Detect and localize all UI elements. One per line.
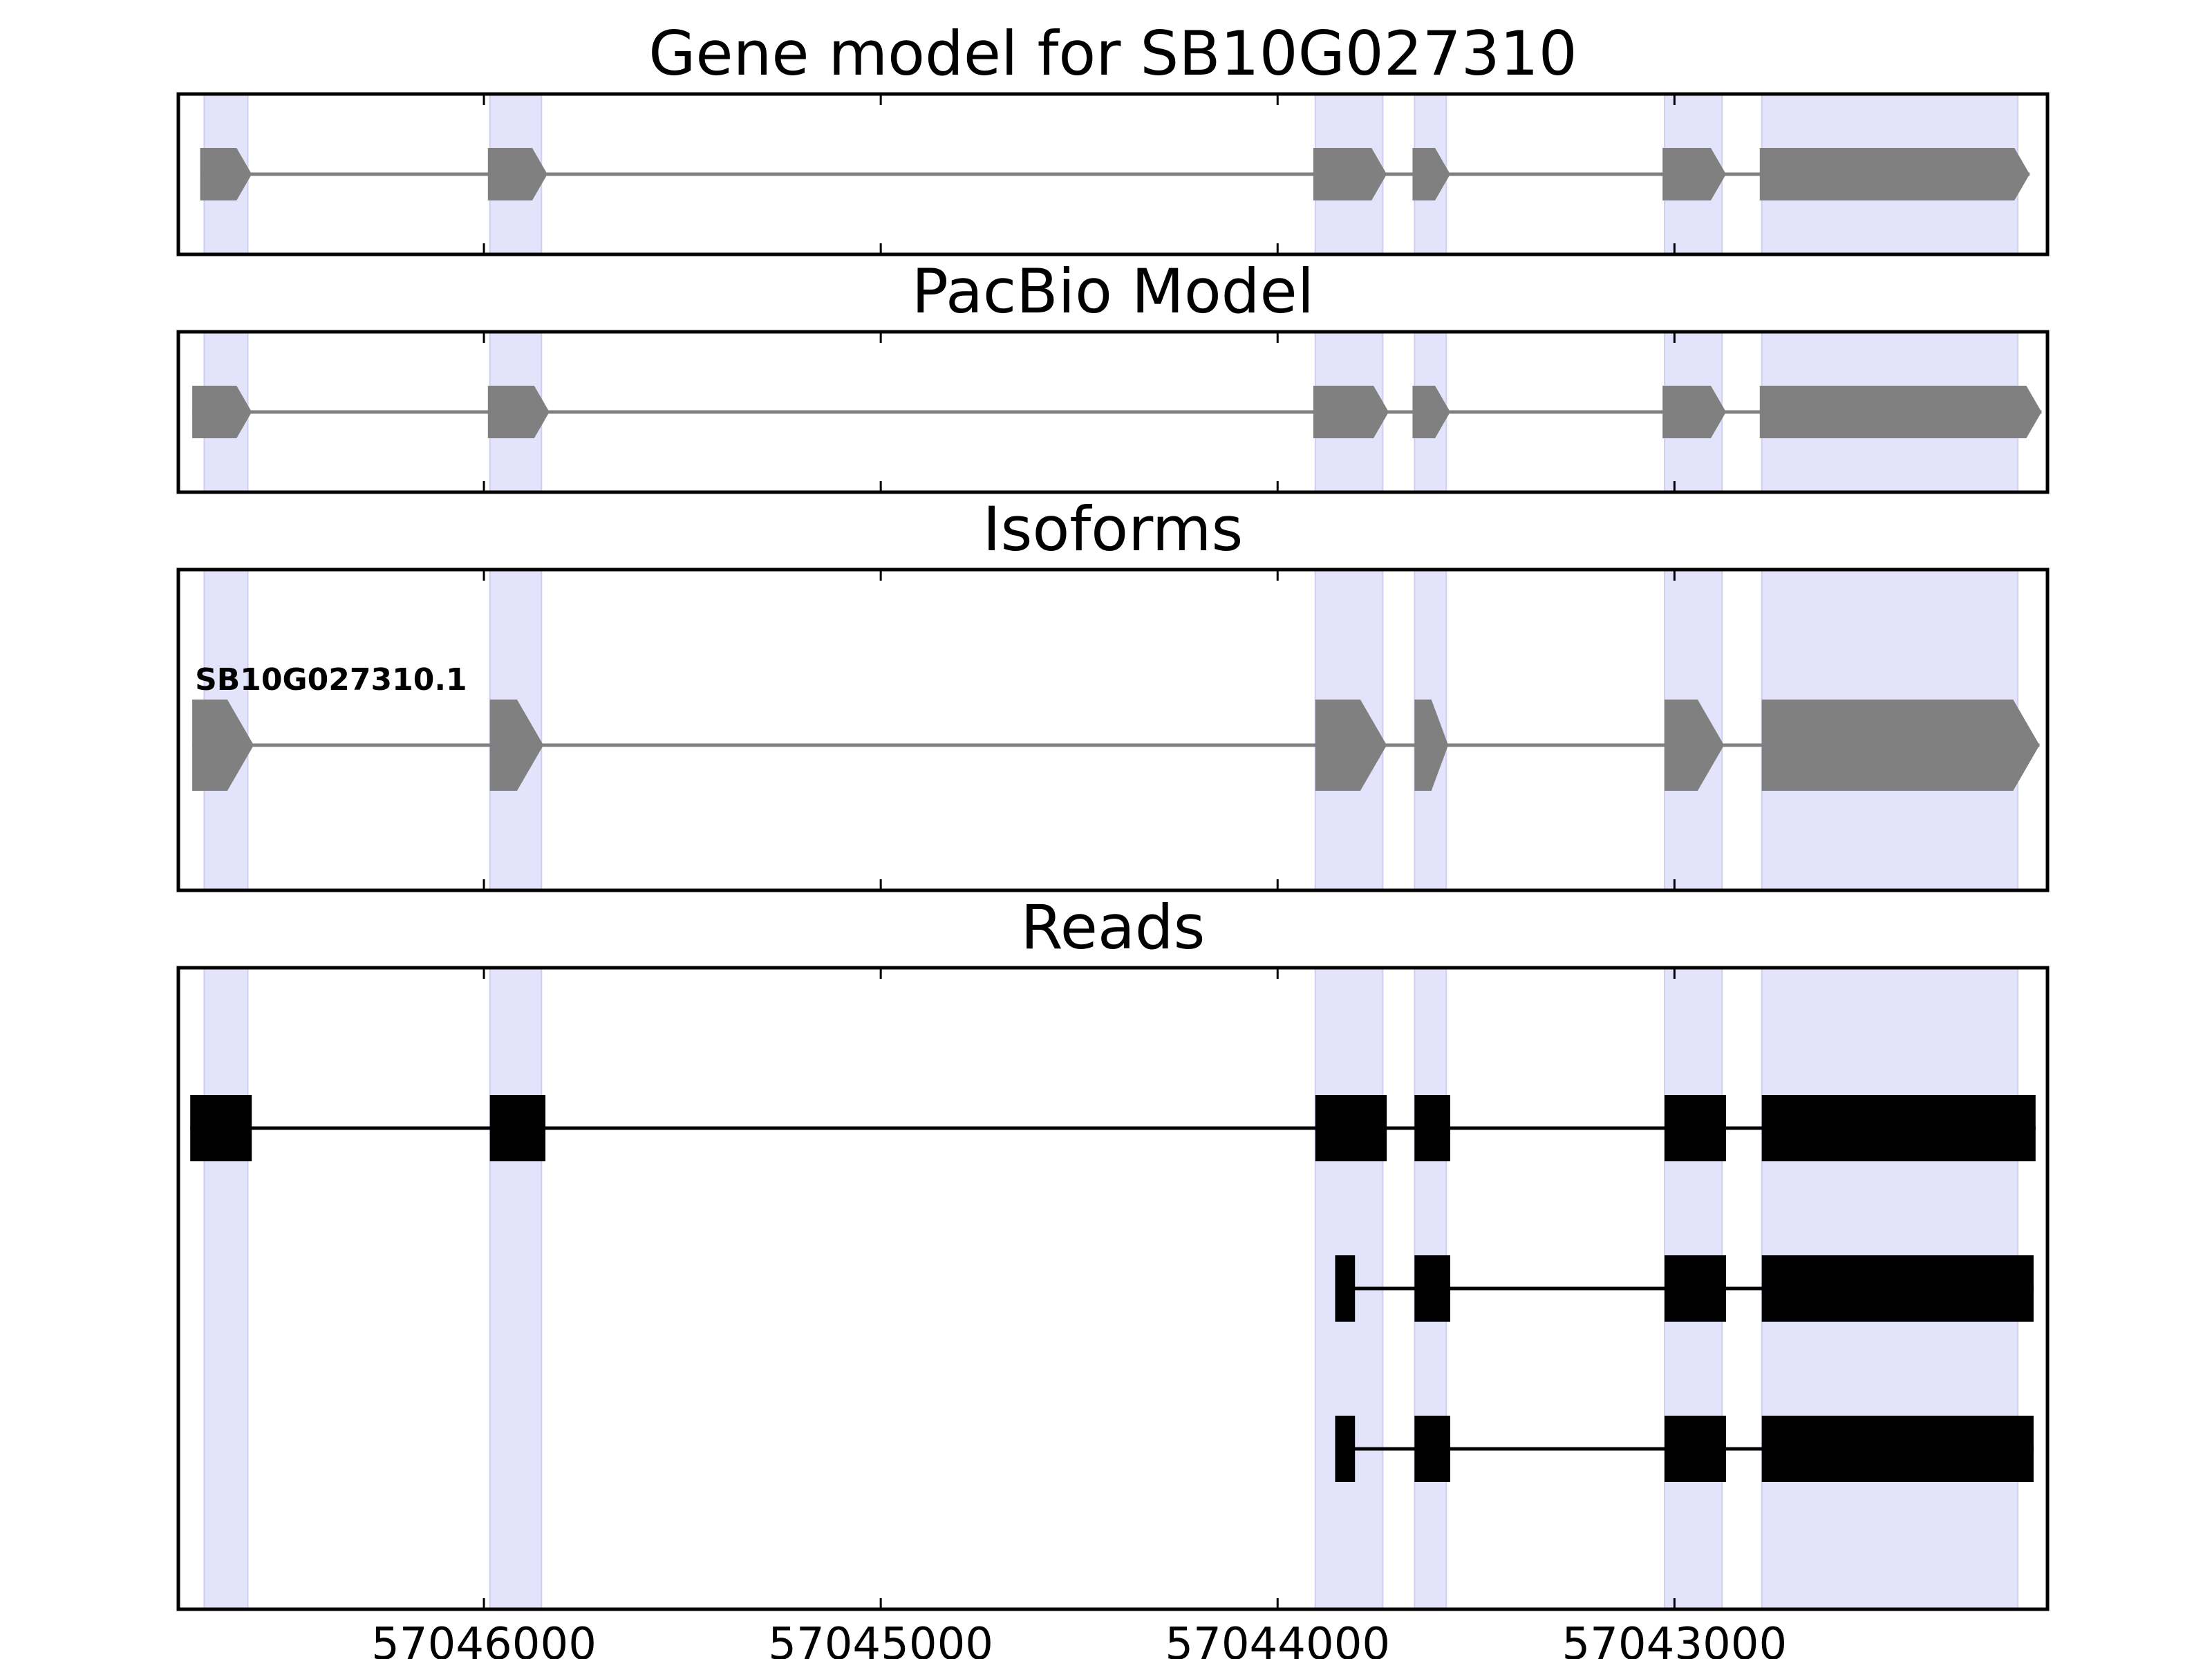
transcript-track bbox=[192, 386, 2042, 438]
read-track bbox=[1335, 1416, 2034, 1482]
panel-title: Gene model for SB10G027310 bbox=[648, 18, 1577, 89]
transcript-track bbox=[200, 148, 2030, 200]
read-exon-block bbox=[1664, 1095, 1726, 1161]
exon-arrow bbox=[1662, 148, 1726, 200]
exon-arrow bbox=[487, 148, 547, 200]
exon-arrow bbox=[1759, 386, 2042, 438]
exon-arrow bbox=[489, 700, 544, 791]
exon-arrow bbox=[1761, 700, 2040, 791]
panel-2: PacBio Model bbox=[176, 256, 2050, 494]
isoform-label: SB10G027310.1 bbox=[195, 662, 467, 697]
exon-arrow bbox=[1313, 148, 1387, 200]
read-exon-block bbox=[1414, 1255, 1450, 1322]
x-tick-label: 57043000 bbox=[1562, 1619, 1787, 1659]
read-exon-block bbox=[1335, 1416, 1356, 1482]
x-tick-label: 57044000 bbox=[1165, 1619, 1390, 1659]
exon-highlight-band bbox=[203, 967, 249, 1610]
exon-arrow bbox=[1315, 700, 1387, 791]
exon-arrow bbox=[1662, 386, 1726, 438]
read-track bbox=[1335, 1255, 2034, 1322]
x-tick-label: 57046000 bbox=[371, 1619, 597, 1659]
exon-arrow bbox=[1414, 700, 1449, 791]
read-exon-block bbox=[1414, 1095, 1450, 1161]
exon-arrow bbox=[487, 386, 550, 438]
panel-title: PacBio Model bbox=[912, 256, 1314, 327]
panel-1: Gene model for SB10G027310 bbox=[176, 18, 2050, 256]
read-exon-block bbox=[1414, 1416, 1450, 1482]
read-exon-block bbox=[1761, 1255, 2034, 1322]
exon-arrow bbox=[1412, 148, 1450, 200]
read-exon-block bbox=[489, 1095, 546, 1161]
axes-frame bbox=[176, 92, 2050, 256]
exon-arrow bbox=[1664, 700, 1725, 791]
panel-title: Isoforms bbox=[983, 494, 1244, 565]
exon-arrow bbox=[200, 148, 252, 200]
exon-arrow bbox=[1759, 148, 2030, 200]
exon-arrow bbox=[1313, 386, 1389, 438]
panel-title: Reads bbox=[1021, 892, 1206, 963]
read-exon-block bbox=[1664, 1416, 1726, 1482]
axes-frame bbox=[176, 568, 2050, 892]
axes-frame bbox=[176, 966, 2050, 1611]
transcript-track: SB10G027310.1 bbox=[192, 662, 2040, 791]
read-exon-block bbox=[190, 1095, 252, 1161]
panels: Gene model for SB10G027310 PacBio Model SB… bbox=[176, 18, 2050, 1659]
exon-arrow bbox=[192, 386, 252, 438]
axes-frame bbox=[176, 330, 2050, 494]
panel-4: Reads bbox=[176, 892, 2050, 1611]
read-exon-block bbox=[1335, 1255, 1356, 1322]
read-exon-block bbox=[1315, 1095, 1387, 1161]
read-exon-block bbox=[1761, 1095, 2036, 1161]
x-tick-label: 57045000 bbox=[768, 1619, 993, 1659]
exon-arrow bbox=[192, 700, 254, 791]
read-track bbox=[190, 1095, 2036, 1161]
read-exon-block bbox=[1761, 1416, 2034, 1482]
read-exon-block bbox=[1664, 1255, 1726, 1322]
exon-highlight-band bbox=[489, 967, 543, 1610]
panel-3: SB10G027310.1 Isoforms bbox=[176, 494, 2050, 892]
exon-arrow bbox=[1412, 386, 1450, 438]
